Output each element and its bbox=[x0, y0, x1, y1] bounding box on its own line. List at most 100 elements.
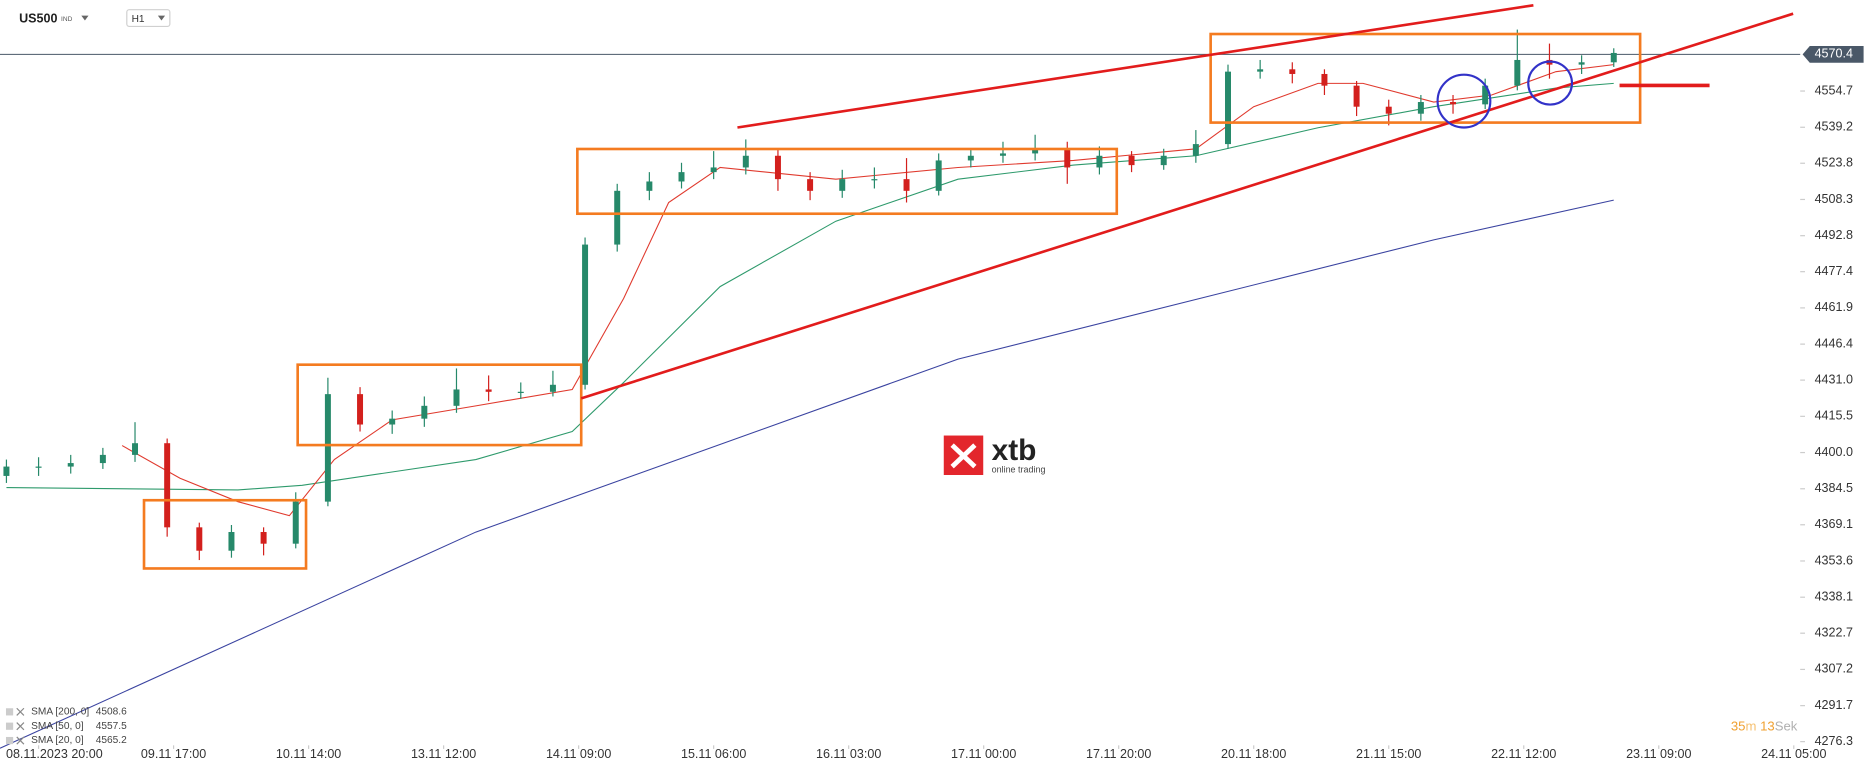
x-tick-label: 09.11 17:00 bbox=[141, 747, 206, 761]
trend-line bbox=[580, 12, 1794, 400]
logo-tagline: online trading bbox=[992, 465, 1046, 475]
legend-name: SMA [20, 0] bbox=[31, 735, 84, 746]
highlight-circle bbox=[1436, 73, 1492, 129]
candle-body bbox=[1225, 71, 1231, 145]
candle-body bbox=[1385, 106, 1392, 114]
candle-body bbox=[228, 532, 235, 551]
candle-body bbox=[389, 418, 396, 425]
candle-body bbox=[35, 466, 42, 468]
candle-body bbox=[292, 501, 299, 544]
legend-icon bbox=[5, 722, 14, 730]
candle-body bbox=[453, 389, 460, 406]
highlight-circle bbox=[1527, 60, 1574, 106]
x-tick-label: 21.11 15:00 bbox=[1356, 747, 1421, 761]
candle-body bbox=[3, 466, 10, 476]
range-box bbox=[576, 147, 1119, 216]
x-tick-label: 13.11 12:00 bbox=[411, 747, 476, 761]
candle-body bbox=[742, 155, 749, 168]
x-tick-label: 24.11 05:00 bbox=[1761, 747, 1826, 761]
y-tick-label: 4461.9 bbox=[1815, 300, 1853, 314]
range-box bbox=[296, 363, 583, 447]
candle-body bbox=[614, 190, 621, 245]
candle-body bbox=[99, 454, 106, 464]
candle-body bbox=[710, 167, 717, 173]
last-price-tag bbox=[1802, 45, 1864, 63]
candle-body bbox=[1450, 102, 1457, 105]
symbol[interactable]: US500 bbox=[19, 12, 57, 26]
candle-body bbox=[260, 532, 267, 544]
x-tick-label: 15.11 06:00 bbox=[681, 747, 746, 761]
candle-body bbox=[1353, 85, 1360, 107]
candle-body bbox=[903, 179, 910, 191]
logo: xtb online trading bbox=[943, 434, 1046, 476]
candle-body bbox=[1032, 148, 1039, 154]
y-tick-label: 4307.2 bbox=[1815, 662, 1853, 676]
legend-remove[interactable] bbox=[16, 736, 25, 745]
candle-body bbox=[196, 527, 203, 551]
y-tick-label: 4400.0 bbox=[1815, 445, 1853, 459]
legend-icon bbox=[5, 736, 14, 745]
legend-value: 4565.2 bbox=[96, 735, 127, 746]
x-tick-label: 08.11.2023 20:00 bbox=[6, 747, 103, 761]
candle-body bbox=[1514, 59, 1521, 86]
candle-body bbox=[485, 389, 492, 392]
legend-remove[interactable] bbox=[16, 707, 25, 716]
y-tick-label: 4369.1 bbox=[1815, 517, 1853, 531]
x-tick-label: 17.11 20:00 bbox=[1086, 747, 1151, 761]
candle-body bbox=[1482, 85, 1489, 105]
candle-body bbox=[1289, 69, 1296, 74]
x-tick-label: 23.11 09:00 bbox=[1626, 747, 1691, 761]
legend-icon bbox=[5, 708, 14, 716]
candle-body bbox=[807, 179, 814, 191]
timeframe[interactable]: H1 bbox=[132, 14, 145, 25]
candle-body bbox=[678, 172, 685, 182]
candle-body bbox=[935, 160, 942, 191]
candle-body bbox=[646, 181, 653, 191]
countdown-minutes: 35 bbox=[1731, 719, 1746, 734]
logo-x bbox=[950, 443, 977, 469]
x-tick-label: 20.11 18:00 bbox=[1221, 747, 1286, 761]
y-tick-label: 4276.3 bbox=[1815, 734, 1853, 748]
candle-body bbox=[1610, 52, 1617, 63]
legend-value: 4508.6 bbox=[96, 707, 127, 718]
candle-body bbox=[1321, 73, 1328, 86]
sma-line bbox=[0, 199, 1614, 749]
candle-body bbox=[1417, 102, 1424, 114]
timeframe-select[interactable] bbox=[126, 9, 171, 28]
legend-remove[interactable] bbox=[16, 722, 25, 731]
y-tick-label: 4523.8 bbox=[1815, 156, 1853, 170]
candle-body bbox=[549, 384, 556, 392]
symbol-type: IND bbox=[61, 16, 73, 23]
y-tick-label: 4384.5 bbox=[1815, 481, 1853, 495]
x-tick-label: 17.11 00:00 bbox=[951, 747, 1016, 761]
legend-name: SMA [50, 0] bbox=[31, 721, 84, 732]
y-tick-label: 4508.3 bbox=[1815, 192, 1853, 206]
range-box bbox=[1209, 32, 1642, 124]
candle-body bbox=[967, 155, 974, 161]
countdown-seconds-unit: Sek bbox=[1775, 719, 1798, 734]
legend-value: 4557.5 bbox=[96, 721, 127, 732]
sma-line bbox=[6, 82, 1614, 491]
legend-name: SMA [200, 0] bbox=[31, 707, 89, 718]
countdown-minutes-unit: m bbox=[1745, 719, 1756, 734]
trend-line bbox=[737, 3, 1534, 129]
y-tick-label: 4415.5 bbox=[1815, 409, 1853, 423]
countdown-seconds: 13 bbox=[1760, 719, 1775, 734]
y-tick-label: 4539.2 bbox=[1815, 120, 1853, 134]
candle-body bbox=[839, 179, 846, 191]
candle-body bbox=[871, 179, 878, 181]
candle-body bbox=[1128, 155, 1135, 166]
symbol-dropdown[interactable] bbox=[81, 15, 89, 21]
candle-body bbox=[1192, 144, 1199, 156]
timeframe-dropdown[interactable] bbox=[157, 15, 166, 21]
y-tick-label: 4554.7 bbox=[1815, 83, 1853, 97]
y-tick-label: 4322.7 bbox=[1815, 626, 1853, 640]
candle-body bbox=[774, 155, 781, 180]
x-tick-label: 16.11 03:00 bbox=[816, 747, 881, 761]
last-price-label: 4570.4 bbox=[1815, 47, 1853, 61]
y-tick-label: 4291.7 bbox=[1815, 698, 1853, 712]
candle-body bbox=[1096, 155, 1103, 168]
candle-body bbox=[1064, 148, 1071, 168]
